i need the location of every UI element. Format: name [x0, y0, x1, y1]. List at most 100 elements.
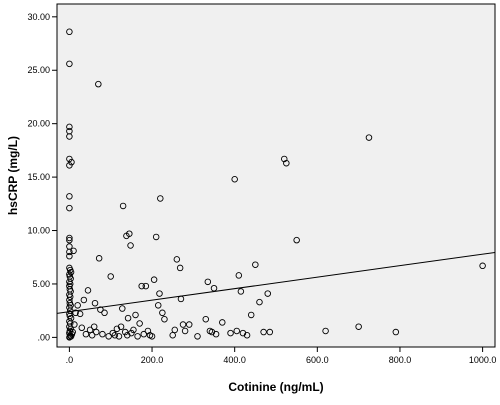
data-point [171, 326, 179, 334]
data-point [152, 233, 160, 241]
data-point [95, 255, 103, 262]
x-axis-title: Cotinine (ng/mL) [228, 380, 323, 394]
x-tick-label: 400.0 [223, 355, 246, 365]
y-axis-title: hsCRP (mg/L) [6, 136, 20, 215]
data-point [264, 290, 271, 297]
data-point [66, 252, 73, 260]
data-point [176, 264, 184, 272]
data-point [68, 158, 75, 166]
data-point [127, 242, 134, 249]
data-point [140, 330, 148, 338]
data-point [177, 295, 185, 303]
x-tick-label: 200.0 [141, 355, 164, 365]
x-tick-label: 1000.0 [469, 355, 497, 365]
data-point [84, 287, 92, 294]
y-tick-label: 30.00 [27, 12, 50, 22]
data-point [88, 331, 96, 339]
data-point [119, 305, 126, 312]
data-point [202, 315, 210, 323]
data-point [210, 284, 218, 292]
data-point [66, 155, 73, 163]
data-point [169, 331, 176, 339]
data-point [179, 321, 187, 328]
data-point [78, 324, 86, 332]
data-point [72, 309, 79, 317]
points-layer [66, 28, 486, 341]
data-point [124, 314, 132, 322]
data-point [142, 282, 150, 290]
data-point [219, 319, 226, 326]
data-point [74, 302, 81, 309]
y-axis-ticks: .00 5.00 10.00 15.00 20.00 25.00 30.00 [27, 12, 57, 342]
data-point [66, 234, 73, 242]
data-point [231, 175, 238, 183]
data-point [66, 162, 73, 169]
data-point [293, 236, 300, 244]
data-point [66, 133, 73, 140]
data-point [283, 159, 290, 167]
data-point [105, 333, 112, 340]
data-point [66, 28, 73, 36]
data-point [156, 290, 163, 297]
x-tick-label: .0 [66, 355, 74, 365]
data-point [66, 60, 73, 68]
data-point [134, 333, 141, 340]
data-point [227, 329, 234, 337]
data-point [66, 123, 73, 131]
data-point [66, 293, 74, 301]
data-point [150, 276, 158, 283]
data-point [111, 331, 119, 339]
data-point [212, 330, 220, 338]
x-axis-ticks: .0 200.0 400.0 600.0 800.0 1000.0 [66, 347, 497, 365]
data-point [99, 330, 106, 338]
data-point [157, 195, 164, 202]
data-point [67, 268, 75, 276]
data-point [322, 327, 329, 335]
data-point [235, 272, 243, 279]
data-point [97, 306, 104, 313]
data-point [252, 261, 259, 268]
data-point [260, 328, 267, 336]
data-point [136, 320, 143, 327]
data-point [185, 321, 193, 328]
data-point [69, 328, 76, 336]
data-point [66, 204, 73, 212]
data-point [119, 202, 127, 210]
data-point [82, 330, 90, 338]
data-point [130, 326, 137, 334]
data-point [86, 326, 94, 334]
data-point [95, 80, 102, 88]
y-tick-label: 15.00 [27, 172, 50, 182]
data-point [247, 311, 255, 319]
data-point [66, 236, 73, 244]
data-point [161, 315, 168, 323]
data-point [159, 309, 166, 317]
y-tick-label: .00 [37, 332, 50, 342]
data-point [237, 288, 245, 295]
data-point [115, 333, 123, 340]
data-point [66, 248, 73, 256]
data-point [148, 333, 156, 340]
y-tick-label: 20.00 [27, 119, 50, 129]
data-point [233, 327, 240, 335]
data-point [70, 247, 77, 255]
data-point [66, 193, 73, 200]
y-tick-label: 5.00 [32, 279, 50, 289]
fit-line [57, 251, 495, 314]
data-point [132, 311, 139, 319]
plot-area [56, 3, 496, 348]
data-point [101, 309, 108, 317]
data-point [121, 328, 129, 336]
data-point [173, 256, 181, 263]
data-point [194, 333, 201, 340]
data-point [479, 262, 486, 270]
data-point [91, 299, 99, 307]
data-point [126, 230, 133, 237]
data-point [365, 134, 373, 141]
data-point [80, 296, 88, 304]
data-point [266, 328, 274, 336]
x-tick-label: 600.0 [306, 355, 329, 365]
data-point [128, 329, 135, 337]
